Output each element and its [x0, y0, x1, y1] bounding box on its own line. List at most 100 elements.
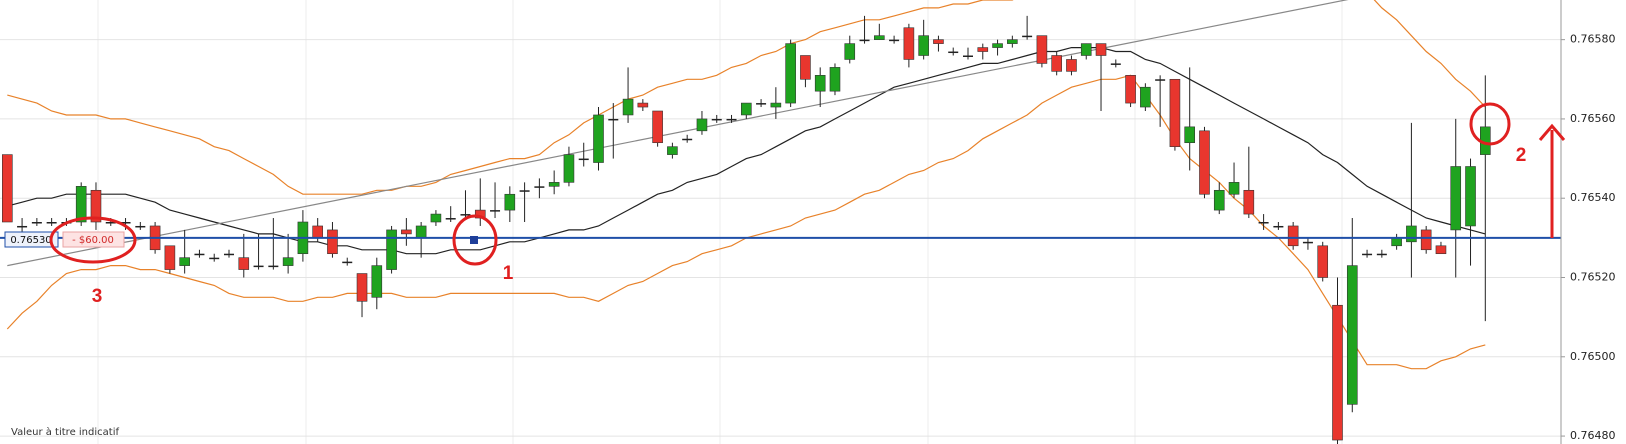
y-tick-label: 0.76540 [1570, 191, 1616, 204]
candle-body [253, 265, 264, 268]
price-label: 0.76530 [10, 235, 51, 246]
candle-body [1022, 35, 1033, 38]
candle-body [563, 154, 575, 183]
candle-body [992, 43, 1003, 48]
candle-body [1302, 241, 1313, 244]
candle-body [415, 225, 427, 239]
candle-body [135, 225, 146, 228]
grid [0, 0, 1561, 444]
candle-body [1450, 166, 1462, 231]
candle-body [667, 146, 678, 155]
annotation: 2 [1516, 145, 1527, 166]
y-tick-label: 0.76500 [1570, 350, 1616, 363]
candle-body [1376, 253, 1387, 256]
pnl-label-box [62, 231, 125, 248]
highlight-circle [49, 216, 137, 264]
candle-body [1346, 265, 1358, 405]
candle-body [430, 213, 442, 223]
annotations: 0.76530 - $60.00 1 2 3 Valeur à titre in… [4, 102, 1566, 438]
candle-body [1007, 39, 1018, 44]
candle-body [327, 229, 338, 255]
annotation: 1 [503, 263, 514, 284]
candle-body [740, 102, 752, 116]
candle-body [1332, 304, 1343, 441]
candle-body [194, 253, 205, 256]
candle-body [578, 158, 589, 161]
candle-body [209, 257, 220, 260]
candle-body [1110, 63, 1121, 65]
candle-body [874, 35, 885, 40]
candle-body [534, 186, 545, 188]
candle-body [1362, 253, 1373, 256]
candle-body [977, 47, 989, 52]
candle-body [593, 114, 604, 163]
candle-body [918, 35, 929, 56]
pnl-label: - $60.00 [72, 235, 114, 246]
candle-body [1036, 35, 1048, 64]
candle-body [386, 229, 397, 270]
candle-body [948, 51, 959, 54]
candle-body [90, 189, 102, 223]
middle-band [7, 47, 1486, 255]
candle-body [1199, 130, 1210, 195]
candle-body [105, 222, 116, 224]
candle-body [371, 265, 383, 298]
candle-body [637, 102, 649, 108]
candle-body [1258, 222, 1269, 224]
candle-body [814, 75, 826, 92]
upper-band [7, 0, 1486, 195]
candle-body [548, 182, 560, 187]
y-tick-label: 0.76480 [1570, 429, 1616, 442]
candle-body [1140, 86, 1151, 108]
candle-body [75, 186, 87, 223]
candle-body [1, 154, 13, 223]
candle-body [342, 261, 353, 264]
candle-body [829, 67, 841, 92]
arrow-head [1538, 123, 1566, 141]
candle-body [933, 39, 944, 44]
candle-body [800, 55, 811, 80]
highlight-circle [1469, 102, 1511, 146]
annotation: 3 [92, 286, 103, 307]
candle-body [179, 257, 190, 266]
candle-body [608, 118, 619, 121]
candle-body [356, 273, 368, 302]
candle-body [17, 225, 28, 228]
candle-body [31, 222, 42, 224]
candle-body [785, 43, 796, 104]
candle-body [1184, 126, 1195, 144]
candle-body [963, 55, 973, 57]
candle-body [445, 218, 456, 220]
plot-area [0, 0, 1561, 444]
candle-body [1465, 166, 1476, 227]
candle-body [1243, 189, 1255, 215]
candle-body [46, 222, 57, 224]
candle-body [1213, 189, 1225, 211]
candle-body [682, 138, 693, 141]
candle-body [1435, 245, 1447, 255]
candle-body [711, 118, 722, 121]
candle-body [1155, 79, 1166, 81]
candle-body [1273, 225, 1284, 228]
candle-body [1317, 245, 1329, 278]
candle-body [238, 257, 250, 270]
candle-body [696, 118, 708, 132]
candle-body [1066, 59, 1077, 72]
candle-body [504, 193, 516, 211]
candle-body [164, 245, 176, 270]
candle-body [726, 118, 737, 121]
candle-body [770, 102, 782, 108]
candle-body [224, 253, 234, 256]
candle-body [1391, 237, 1402, 247]
candle-body [282, 257, 294, 266]
candle-body [1228, 182, 1240, 195]
candle-body [1051, 55, 1062, 72]
price-label-box [4, 231, 59, 248]
candle-body [652, 110, 663, 144]
candle-body [1287, 225, 1299, 247]
candle-body [859, 39, 870, 42]
candle-body [268, 265, 279, 268]
candle-body [1406, 225, 1417, 243]
